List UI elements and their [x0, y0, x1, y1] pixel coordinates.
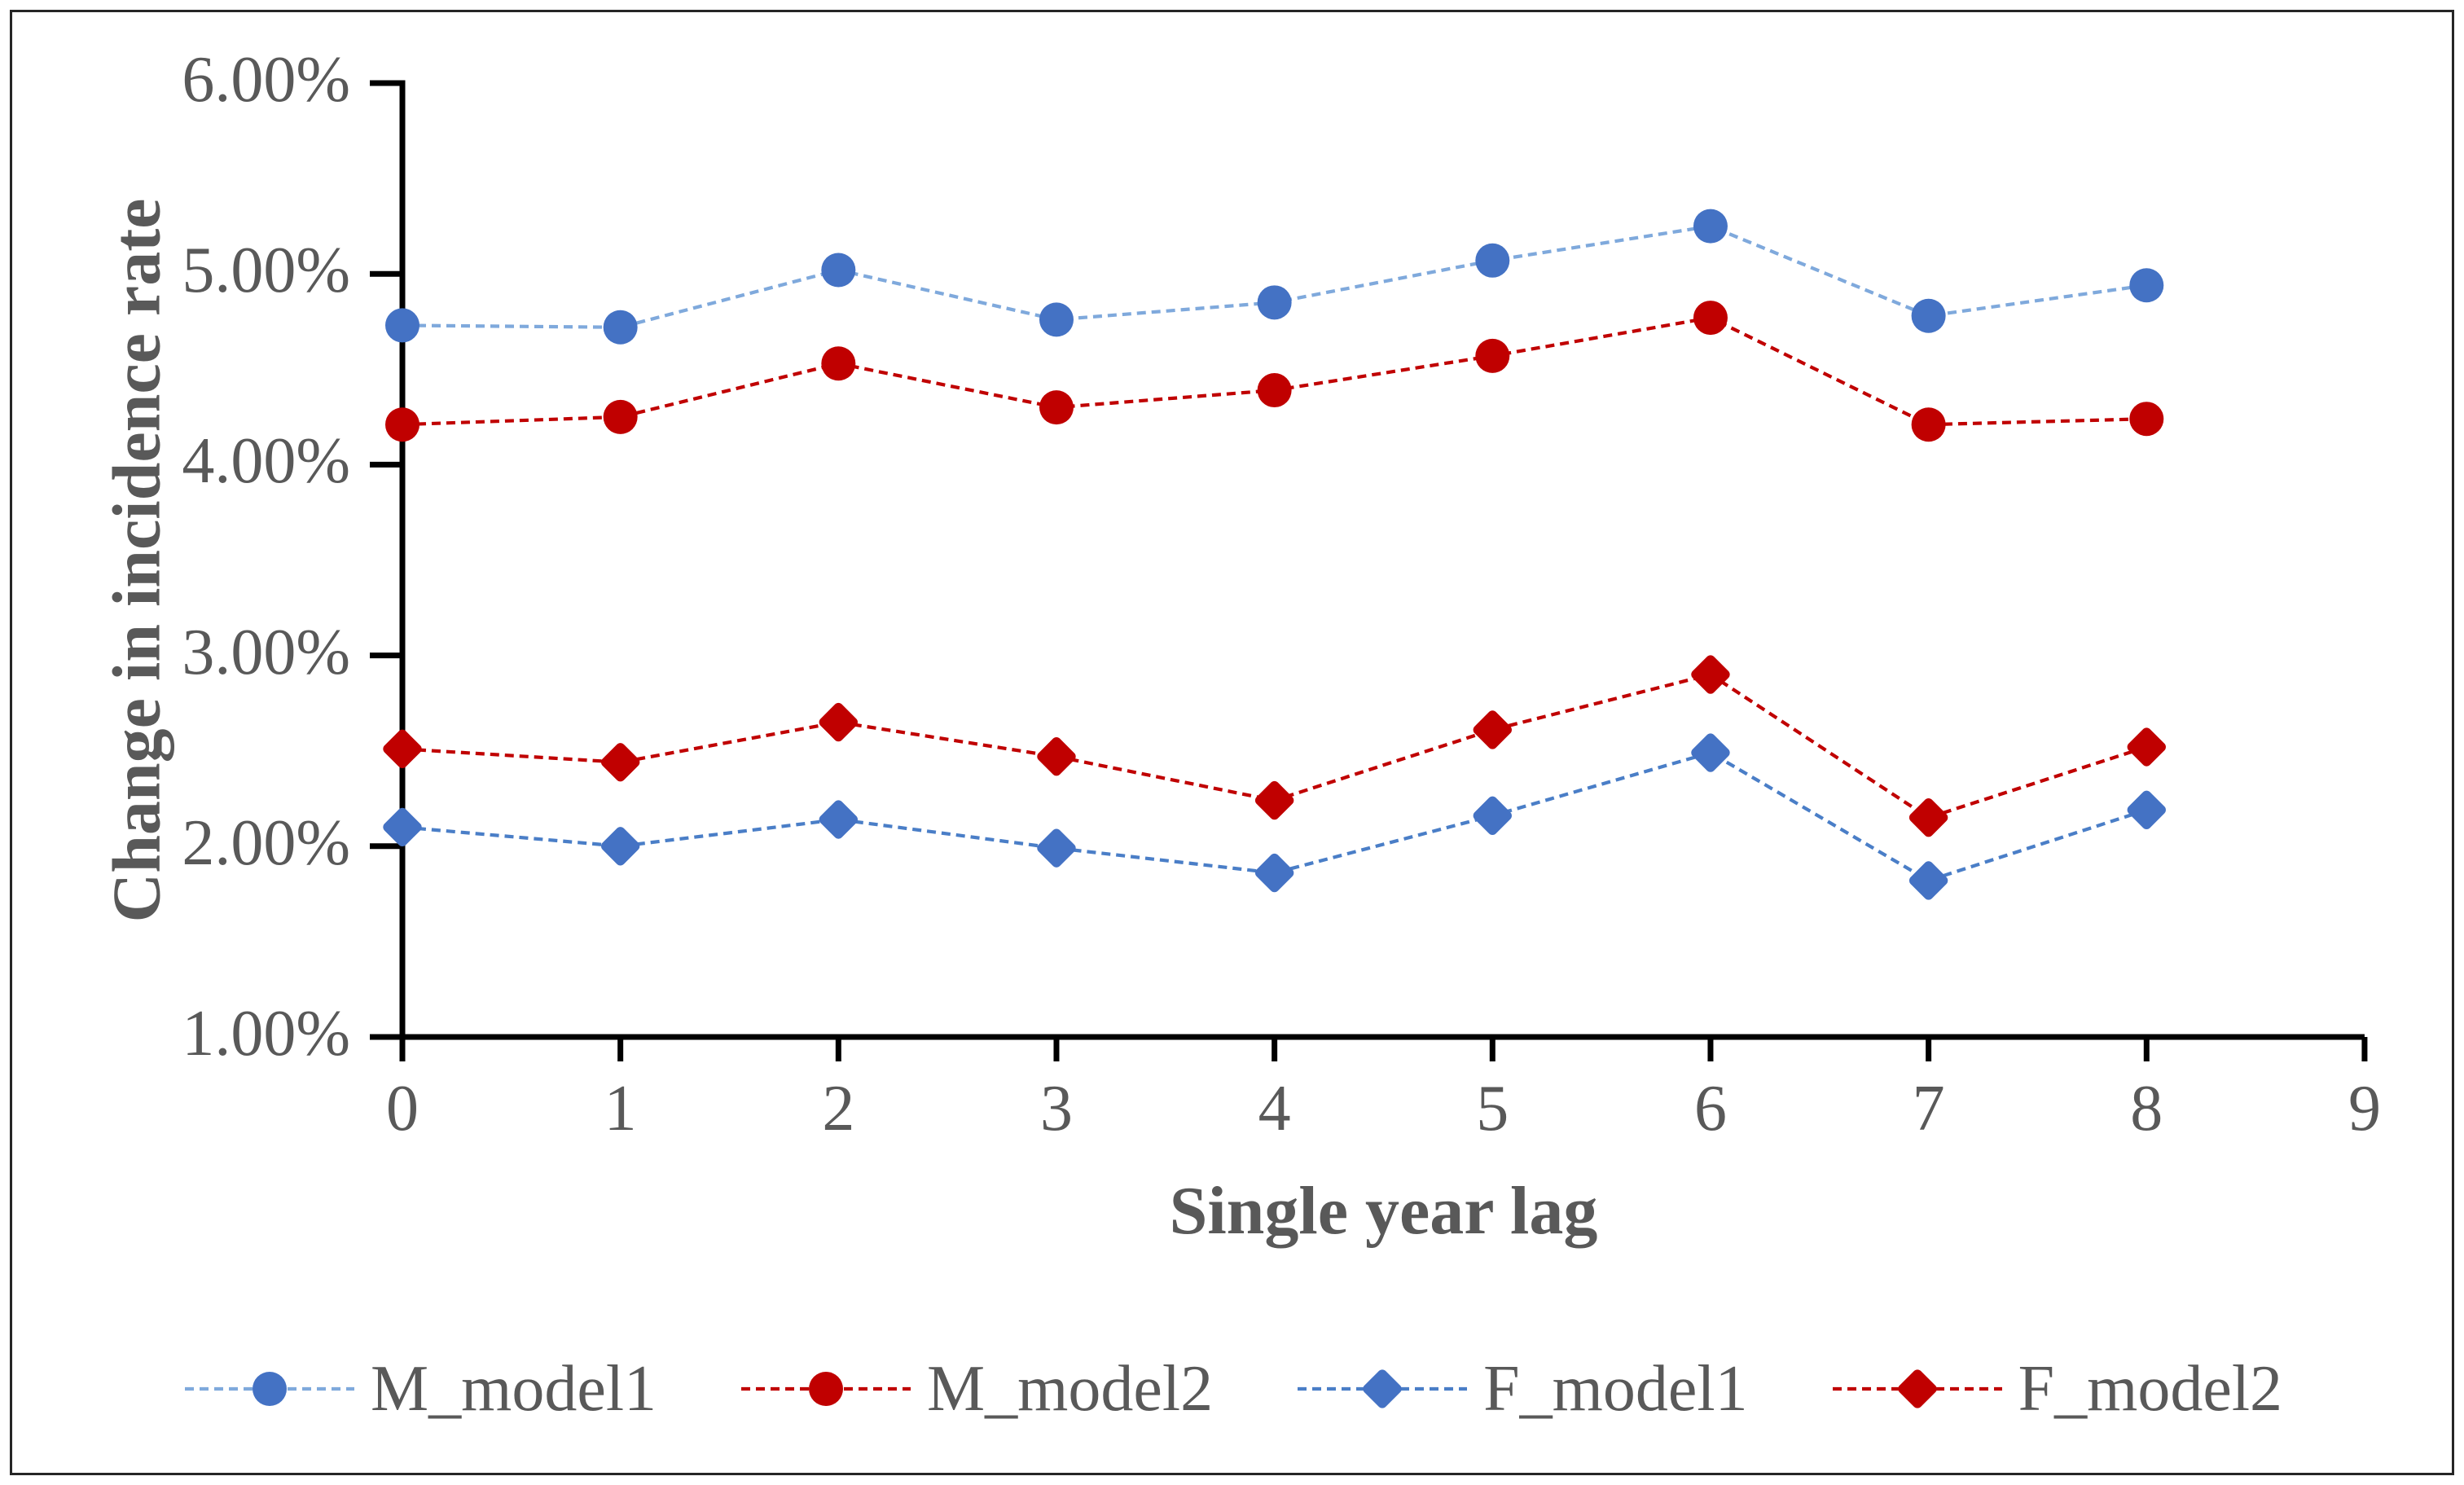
series-F_model1-line [402, 750, 2147, 883]
series-F_model2-marker-6 [1691, 655, 1730, 694]
series-F_model1-marker-3 [1037, 828, 1076, 868]
y-tick-label: 5.00% [182, 235, 350, 307]
series-M_model2-marker-3 [1039, 390, 1074, 425]
x-tick-label: 4 [1258, 1073, 1291, 1145]
series-F_model2-marker-2 [819, 702, 858, 742]
series-F_model1-marker-8 [2127, 790, 2166, 829]
series-F_model2-marker-7 [1908, 797, 1948, 837]
series-M_model1-marker-3 [1039, 302, 1074, 337]
y-tick-label: 4.00% [182, 425, 350, 498]
legend-label-f-model2: F_model2 [2018, 1352, 2283, 1425]
series-F_model1-marker-4 [1254, 853, 1294, 893]
series-M_model1-marker-8 [2129, 268, 2164, 303]
series-F_model1-marker-0 [383, 807, 422, 847]
series-F_model2-marker-5 [1473, 710, 1512, 749]
series-M_model2-marker-0 [385, 407, 419, 442]
x-tick-label: 3 [1039, 1073, 1073, 1145]
x-tick-label: 2 [822, 1073, 855, 1145]
legend-label-m-model2: M_model2 [927, 1352, 1214, 1425]
series-M_model2-marker-4 [1257, 373, 1292, 408]
series-F_model2-marker-3 [1037, 737, 1076, 776]
series-M_model2-marker-6 [1693, 301, 1728, 336]
series-M_model1-marker-1 [603, 310, 638, 345]
series-M_model2-marker-1 [603, 399, 638, 434]
legend-swatch-m-model1 [184, 1372, 354, 1406]
series-F_model2-marker-1 [600, 743, 640, 782]
legend-marker-M_model2 [809, 1372, 844, 1406]
series-F_model1-marker-1 [600, 827, 640, 866]
series-F_model1-marker-2 [819, 800, 858, 839]
series-F_model2-marker-0 [383, 729, 422, 769]
legend-item-f-model2: F_model2 [1829, 1352, 2282, 1426]
legend: M_model1 M_model2 F_model1 F_model2 [0, 1336, 2464, 1442]
series-F_model1-marker-5 [1473, 796, 1512, 836]
series-M_model1-marker-6 [1693, 209, 1728, 244]
series-M_model2-marker-7 [1911, 407, 1946, 442]
legend-label-f-model1: F_model1 [1483, 1352, 1748, 1425]
x-tick-label: 9 [2348, 1073, 2381, 1145]
y-axis-title: Change in incidence rate [99, 198, 175, 923]
x-tick-label: 7 [1912, 1073, 1945, 1145]
legend-swatch-m-model2 [741, 1372, 911, 1406]
legend-label-m-model1: M_model1 [370, 1352, 657, 1425]
legend-item-m-model1: M_model1 [182, 1352, 657, 1426]
series-F_model2-marker-4 [1254, 780, 1294, 820]
series-M_model2-marker-2 [821, 346, 856, 381]
y-tick-label: 3.00% [182, 616, 350, 688]
series-M_model1-marker-7 [1911, 298, 1946, 333]
y-tick-label: 2.00% [182, 806, 350, 879]
legend-item-m-model2: M_model2 [738, 1352, 1213, 1426]
series-M_model1-marker-5 [1475, 243, 1510, 278]
legend-item-f-model1: F_model1 [1294, 1352, 1748, 1426]
y-tick-label: 6.00% [182, 43, 350, 116]
x-tick-label: 6 [1693, 1073, 1727, 1145]
series-F_model2-marker-8 [2127, 727, 2166, 767]
legend-swatch-f-model2 [1832, 1369, 2002, 1408]
series-F_model1-marker-7 [1908, 861, 1948, 900]
legend-swatch-f-model1 [1298, 1369, 1468, 1408]
series-F_model1-marker-6 [1691, 733, 1730, 772]
legend-marker-F_model2 [1897, 1369, 1937, 1408]
y-tick-label: 1.00% [182, 997, 350, 1070]
series-M_model1-marker-4 [1257, 285, 1292, 320]
x-tick-label: 0 [386, 1073, 419, 1145]
legend-marker-M_model1 [252, 1372, 287, 1406]
series-M_model1-marker-0 [385, 308, 419, 343]
series-M_model2-marker-5 [1475, 338, 1510, 373]
x-tick-label: 5 [1476, 1073, 1509, 1145]
x-tick-label: 1 [604, 1073, 637, 1145]
legend-marker-F_model1 [1363, 1369, 1402, 1408]
x-tick-label: 8 [2130, 1073, 2163, 1145]
series-M_model2-marker-8 [2129, 402, 2164, 437]
series-M_model1-marker-2 [821, 253, 856, 288]
x-axis-title: Single year lag [1169, 1173, 1598, 1249]
